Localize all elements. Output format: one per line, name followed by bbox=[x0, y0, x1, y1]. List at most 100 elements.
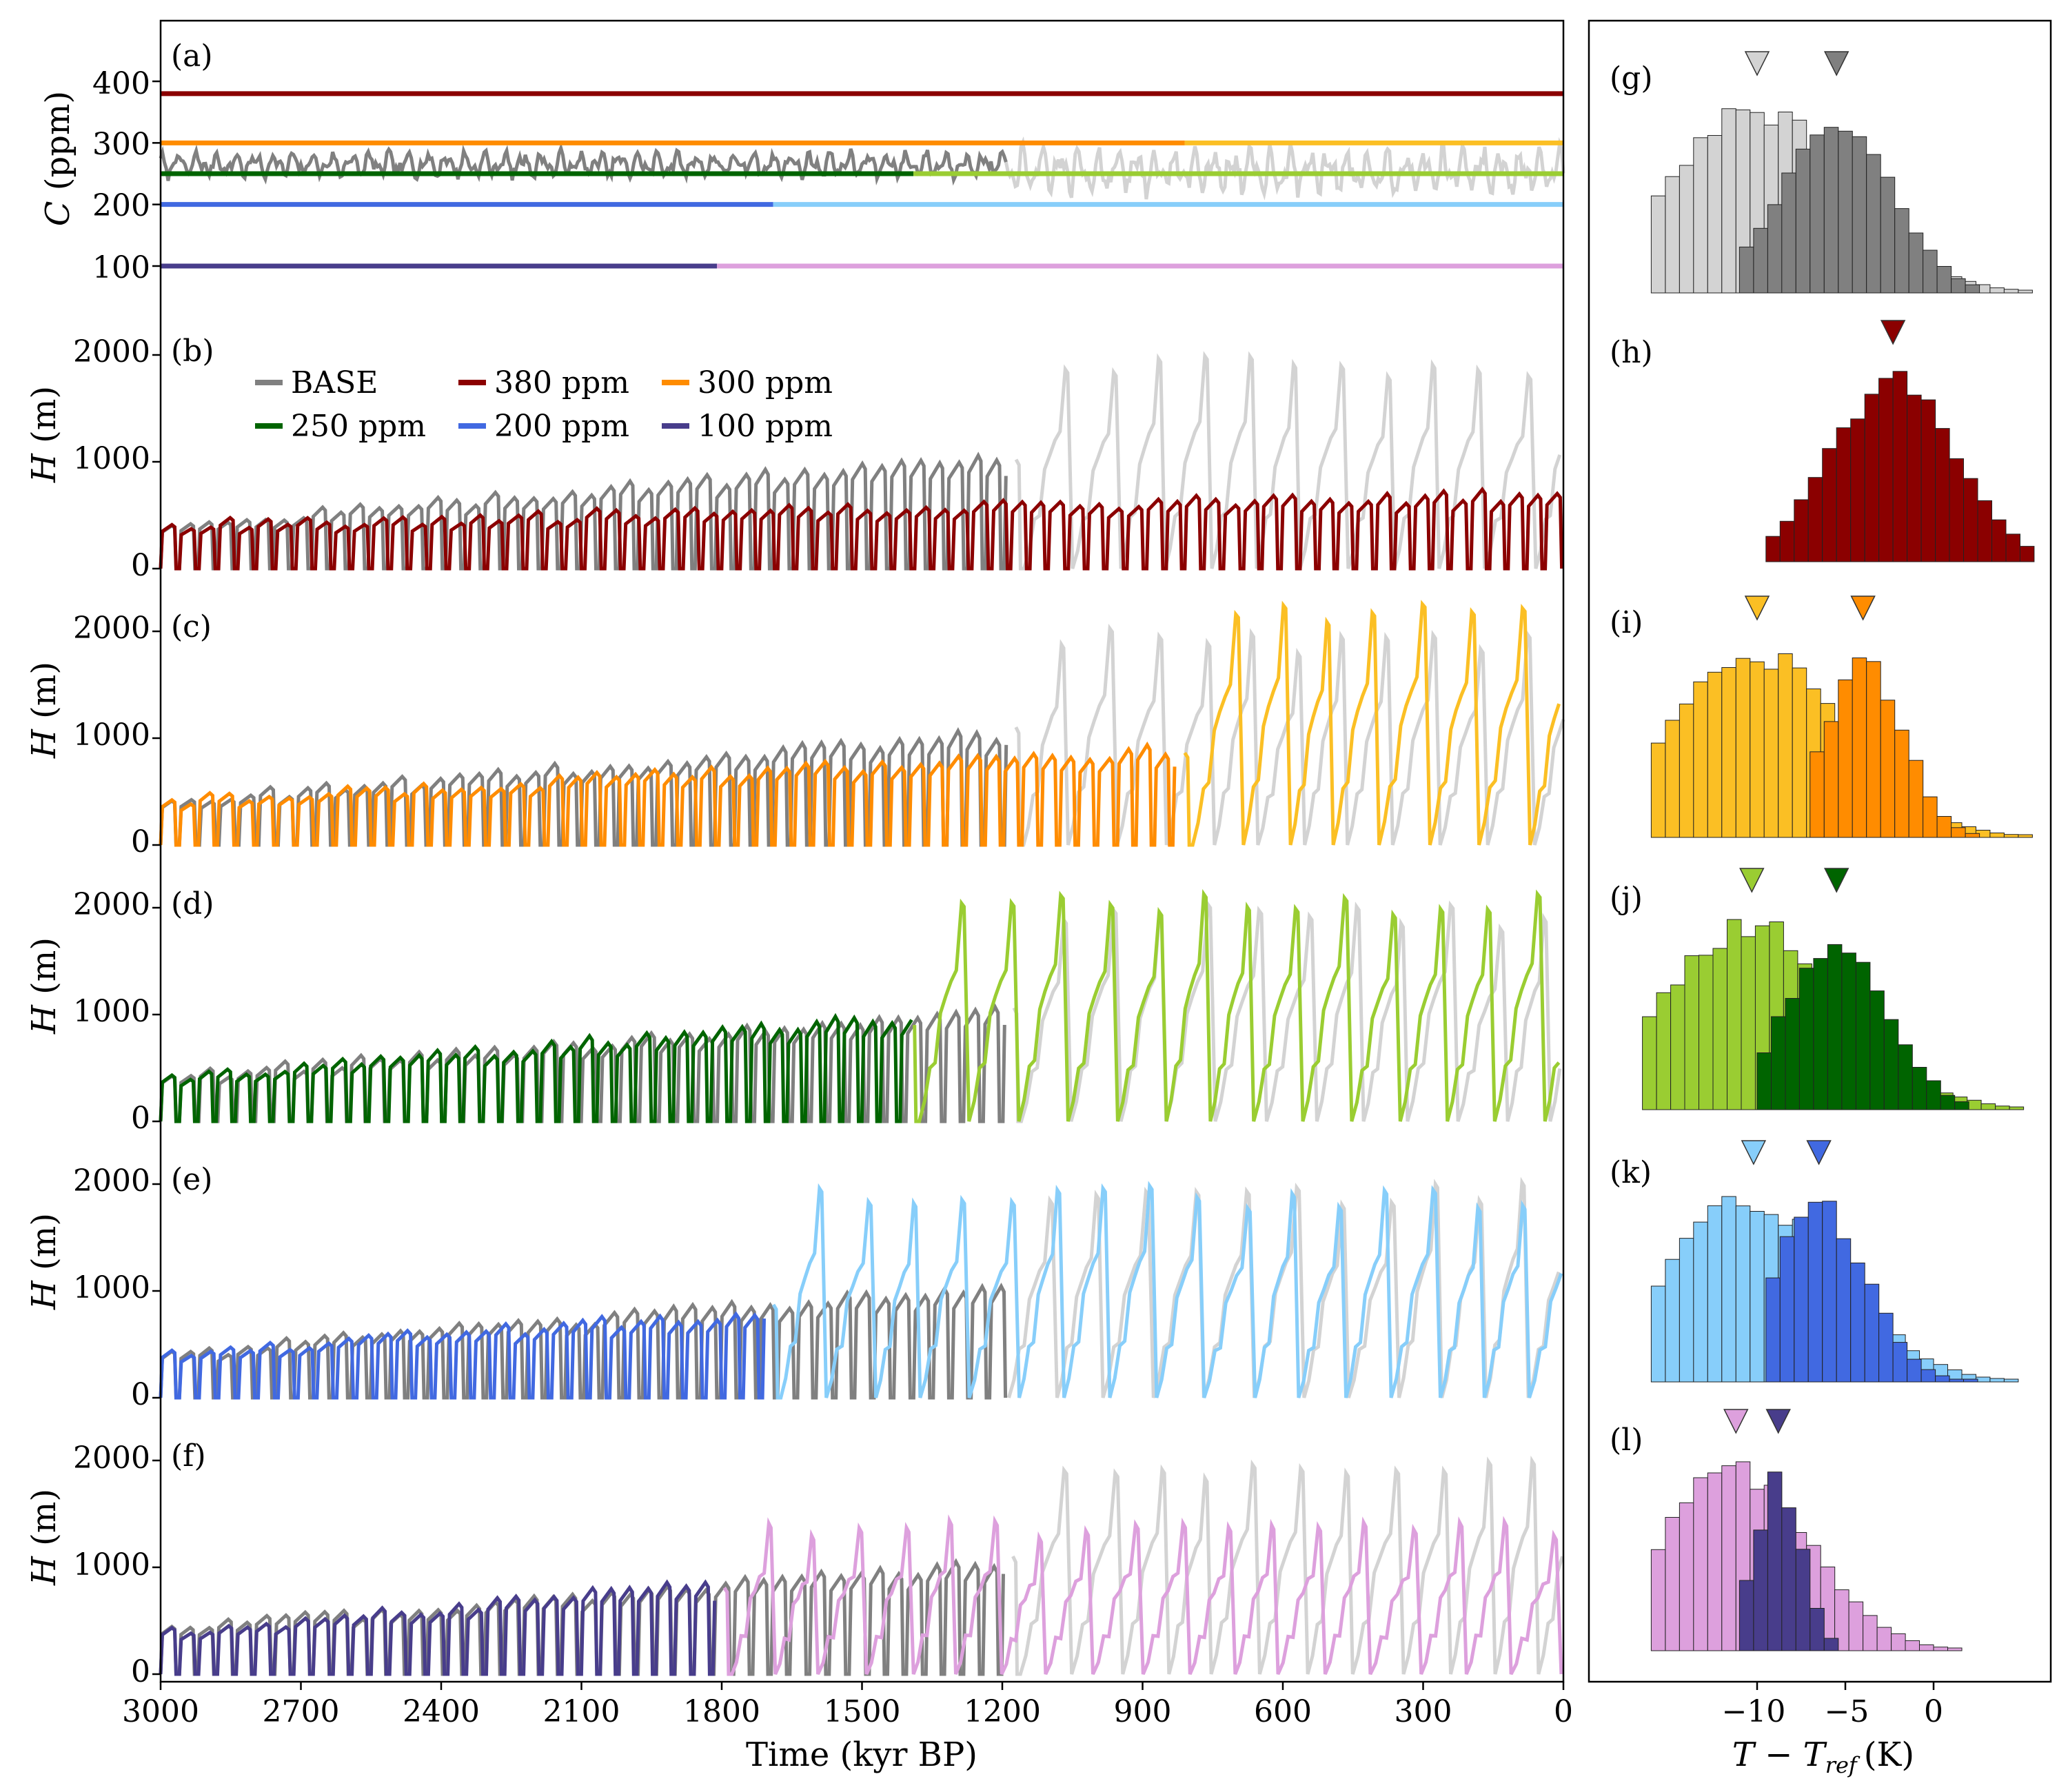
hist-bar bbox=[1665, 176, 1680, 294]
left-axes-frame bbox=[159, 19, 1565, 1683]
hist-bar bbox=[1810, 134, 1825, 294]
hist-bar bbox=[1795, 1549, 1811, 1651]
ice-run-panel3-light bbox=[771, 1181, 1563, 1400]
ytick-c-0: 0 bbox=[131, 824, 150, 859]
x-axis-time: 3000 2700 2400 2100 1800 1500 1200 900 6… bbox=[122, 1694, 1573, 1774]
ice-run-panel3-dark bbox=[159, 1311, 766, 1400]
xtick-600: 600 bbox=[1254, 1694, 1312, 1729]
legend-label-base: BASE bbox=[291, 365, 378, 400]
hist-bar bbox=[1665, 720, 1680, 838]
ytick-e-0: 0 bbox=[131, 1377, 150, 1412]
hist-bar bbox=[1785, 998, 1800, 1110]
hist-bar bbox=[1878, 378, 1894, 562]
ylabel-f: H (m) bbox=[25, 1489, 63, 1586]
hist-bar bbox=[1707, 671, 1723, 838]
hist-bar bbox=[1650, 1285, 1666, 1383]
xtick-2700: 2700 bbox=[263, 1694, 340, 1729]
xtick-1500: 1500 bbox=[824, 1694, 901, 1729]
hist-bar bbox=[1810, 751, 1825, 838]
ice-run-panel1-light bbox=[1183, 600, 1561, 847]
hist-bar bbox=[2005, 533, 2020, 562]
ytick-c-1000: 1000 bbox=[73, 717, 150, 753]
hist-bar bbox=[1852, 658, 1867, 838]
mean-marker-triangle bbox=[1850, 595, 1876, 621]
hist-bar bbox=[1693, 1477, 1708, 1651]
hist-bar bbox=[1920, 1369, 1936, 1383]
legend-label-250: 250 ppm bbox=[291, 409, 426, 444]
ylabel-c: H (m) bbox=[25, 662, 63, 759]
xtick-300: 300 bbox=[1395, 1694, 1452, 1729]
hist-bar bbox=[1951, 278, 1966, 294]
hist-bar bbox=[1907, 394, 1922, 562]
hist-bar bbox=[1807, 477, 1823, 562]
hist-bar bbox=[1923, 796, 1938, 838]
hist-bar bbox=[1919, 1644, 1934, 1651]
hist-bar bbox=[1894, 729, 1909, 838]
hist-bar bbox=[1781, 172, 1796, 294]
hist-bar bbox=[1989, 833, 2005, 838]
hist-bar bbox=[1779, 520, 1795, 562]
hist-bar bbox=[1813, 958, 1828, 1110]
hist-bar bbox=[1880, 700, 1896, 838]
xtick-0: 0 bbox=[1554, 1694, 1573, 1729]
hist-bar bbox=[1679, 703, 1694, 838]
hist-bar bbox=[1951, 827, 1966, 838]
ytick-d-1000: 1000 bbox=[73, 994, 150, 1029]
hist-bar bbox=[1693, 137, 1708, 294]
hist-bar bbox=[1765, 1277, 1781, 1383]
hist-bar bbox=[1920, 399, 1936, 562]
xtick-1200: 1200 bbox=[964, 1694, 1041, 1729]
hist-bar bbox=[2018, 289, 2033, 294]
ytick-b-2000: 2000 bbox=[73, 334, 150, 369]
ice-run-panel4-light bbox=[722, 1514, 1563, 1676]
hist-bar bbox=[1781, 1507, 1796, 1651]
hist-bar bbox=[1712, 948, 1727, 1110]
hist-bar bbox=[1794, 1216, 1809, 1383]
ytick-f-2000: 2000 bbox=[73, 1440, 150, 1476]
hist-bar bbox=[1836, 1238, 1852, 1383]
hist-bar bbox=[1848, 1601, 1864, 1651]
mean-marker-triangle bbox=[1823, 868, 1849, 893]
ylabel-d: H (m) bbox=[25, 937, 63, 1035]
mean-marker-triangle bbox=[1880, 320, 1906, 345]
hist-bar bbox=[1908, 760, 1924, 838]
hist-bar bbox=[1656, 992, 1672, 1110]
hist-bar bbox=[1880, 176, 1896, 294]
right-axes-frame bbox=[1588, 19, 2052, 1683]
hist-bar bbox=[1738, 1580, 1754, 1651]
hist-bar bbox=[1864, 394, 1880, 562]
hist-bar bbox=[1721, 108, 1736, 294]
hist-bar bbox=[1679, 1502, 1694, 1651]
hist-bar bbox=[1707, 135, 1723, 294]
ytick-a-300: 300 bbox=[92, 127, 150, 162]
hist-bar bbox=[1650, 1549, 1666, 1651]
hist-bar bbox=[1822, 1201, 1837, 1383]
ice-run-panel0-dark bbox=[159, 487, 1564, 571]
hist-bar bbox=[2019, 546, 2035, 562]
hist-bar bbox=[1795, 148, 1811, 294]
hist-bar bbox=[2003, 1378, 2019, 1383]
hist-bar bbox=[1753, 1529, 1768, 1651]
hist-bar bbox=[1935, 1375, 1950, 1383]
hist-bar bbox=[1798, 968, 1814, 1110]
xtick-hist-minus5: −5 bbox=[1825, 1694, 1869, 1729]
hist-bar bbox=[1779, 1236, 1795, 1383]
ice-run-panel2-light bbox=[913, 888, 1561, 1123]
mean-marker-triangle bbox=[1765, 1409, 1791, 1434]
legend: BASE 380 ppm 300 ppm 250 ppm 200 ppm 100… bbox=[255, 365, 833, 444]
hist-bar bbox=[1855, 961, 1871, 1110]
hist-bar bbox=[1810, 1608, 1825, 1651]
hist-bar bbox=[1908, 232, 1924, 294]
hist-bar bbox=[1753, 227, 1768, 294]
hist-bar bbox=[1823, 127, 1839, 294]
panel-tag-b: (b) bbox=[171, 334, 214, 369]
hist-bar bbox=[1650, 742, 1666, 838]
ytick-f-1000: 1000 bbox=[73, 1547, 150, 1582]
hist-bar bbox=[1827, 944, 1843, 1110]
ytick-b-0: 0 bbox=[131, 548, 150, 583]
hist-bar bbox=[1936, 816, 1952, 838]
hist-bar bbox=[1679, 165, 1694, 294]
hist-bar bbox=[1963, 478, 1978, 562]
hist-bar bbox=[1707, 1472, 1723, 1651]
